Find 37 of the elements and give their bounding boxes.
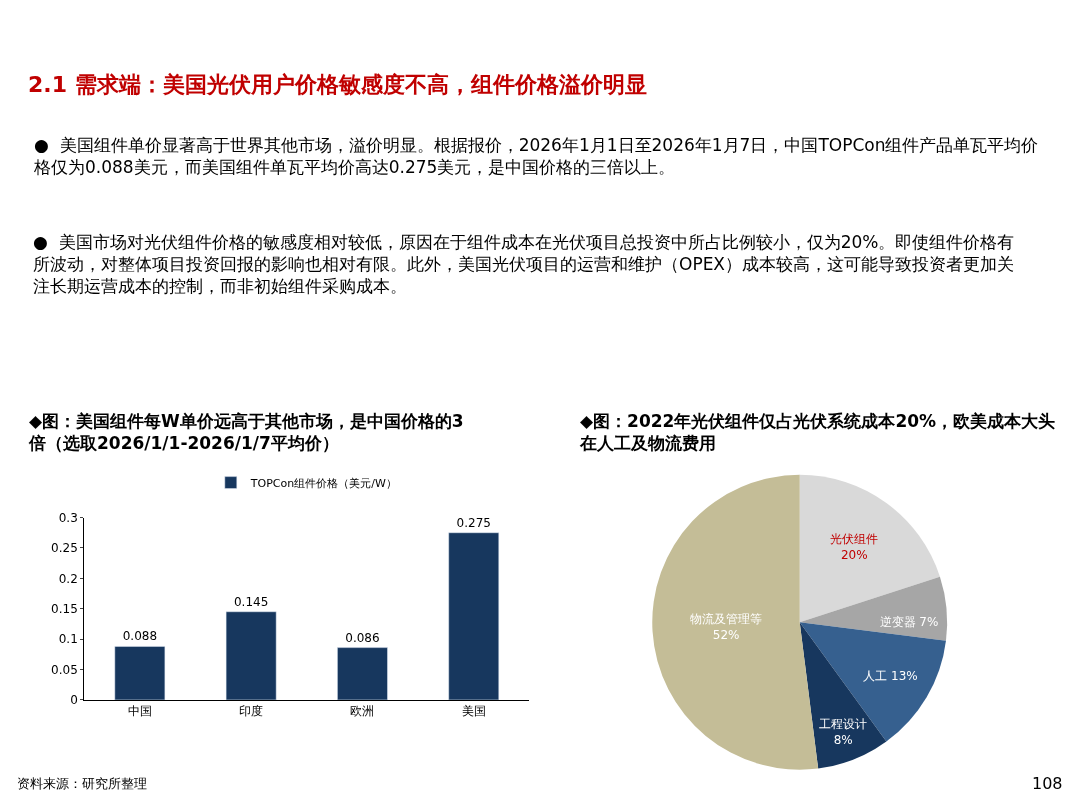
y-tick-label: 0.1 — [58, 632, 78, 647]
data-label: 52% — [712, 627, 740, 642]
bar — [448, 532, 500, 700]
y-tick-label: 0.15 — [51, 601, 78, 616]
y-tick-label: 0.05 — [51, 662, 78, 677]
data-label: 0.086 — [345, 630, 380, 645]
x-tick-label: 中国 — [127, 704, 152, 719]
chart-title: ◆图：美国组件每W单价远高于其他市场，是中国价格的3倍（选取2026/1/1-2026/1/7平均价） — [28, 411, 464, 454]
chart-title: ◆图：2022年光伏组件仅占光伏系统成本20%，欧美成本大头在人工及物流费用 — [579, 411, 1056, 454]
text: 2.1 需求端：美国光伏用户价格敏感度不高，组件价格溢价明显 — [28, 72, 647, 97]
text: 108 — [1032, 774, 1063, 793]
y-tick-label: 0 — [70, 693, 78, 708]
slice-label: 逆变器 7% — [879, 615, 939, 630]
text: ● 美国市场对光伏组件价格的敏感度相对较低，原因在于组件成本在光伏项目总投资中所占比例较小，仅为20%。即使组件价格有所波动，对整体项目投资回报的影响也相对有限。此外，美国光伏项目的运营和维护（OPEX）成本较高，这可能导致投资者更加关注长期运营成本的控制，而非初始组件采购成本。 — [33, 232, 1015, 297]
slice-label: 人工 13% — [863, 669, 918, 683]
bar — [225, 611, 277, 700]
x-tick-label: 欧洲 — [350, 704, 375, 719]
text: ● 美国组件单价显著高于世界其他市场，溢价明显。根据报价，2026年1月1日至2026年1月7日，中国TOPCon组件产品单瓦平均价格仅为0.088美元，而美国组件单瓦平均价高达0.275美元，是中国价格的三倍以上。 — [33, 135, 1039, 178]
bar — [337, 647, 388, 700]
y-tick-label: 0.25 — [51, 541, 78, 556]
pie-slice — [799, 576, 948, 641]
slice-label: 工程设计 — [819, 717, 868, 732]
data-label: 0.145 — [233, 594, 269, 609]
data-label: 20% — [840, 547, 868, 562]
x-tick-label: 印度 — [239, 704, 264, 719]
data-label: 0.088 — [122, 629, 158, 644]
data-label: 8% — [833, 732, 853, 747]
slice-label: 物流及管理等 — [690, 612, 763, 627]
y-tick-label: 0.2 — [58, 571, 78, 586]
legend-label: TOPCon组件价格（美元/W） — [249, 476, 397, 490]
data-label: 0.275 — [456, 515, 491, 530]
slice-label: 光伏组件 — [830, 532, 879, 547]
pie-slice — [652, 474, 819, 770]
x-tick-label: 美国 — [461, 704, 486, 719]
text: 资料来源：研究所整理 — [17, 776, 147, 791]
y-tick-label: 0.3 — [58, 510, 78, 525]
bar — [114, 646, 166, 700]
